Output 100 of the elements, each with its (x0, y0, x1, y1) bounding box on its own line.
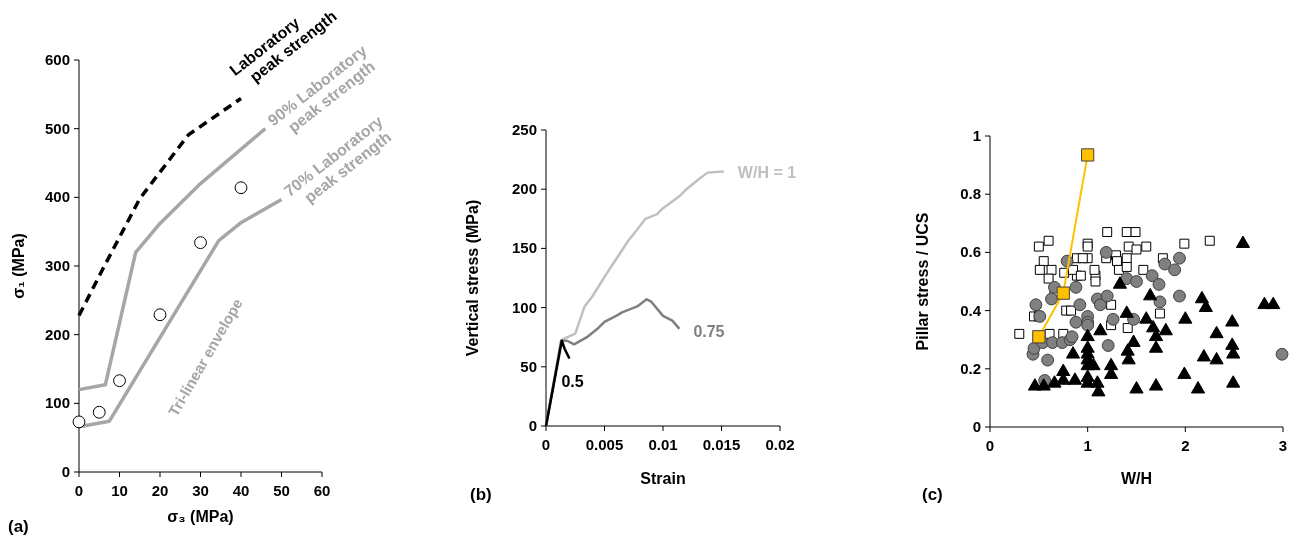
point (1178, 311, 1193, 324)
point (1014, 328, 1025, 339)
point (1077, 253, 1088, 264)
point (1130, 227, 1141, 237)
point (1038, 256, 1049, 267)
point (1204, 235, 1215, 246)
point (1226, 375, 1241, 388)
point (1073, 298, 1087, 312)
point (1138, 264, 1149, 275)
point (1067, 372, 1083, 385)
y-axis-title: Pillar stress / UCS (914, 212, 931, 351)
point (1154, 308, 1165, 319)
point (1173, 289, 1186, 303)
x-tick-label: 0.02 (765, 436, 795, 453)
text: (b) (470, 485, 492, 504)
x-tick-label: 0 (74, 482, 84, 499)
y-tick-label: 0 (528, 417, 537, 434)
series-label: W/H = 1 (737, 164, 797, 182)
point (234, 181, 248, 195)
point (1131, 244, 1142, 255)
point (1033, 241, 1044, 252)
point (1081, 148, 1095, 162)
y-tick-label: 200 (44, 325, 70, 343)
point (194, 236, 207, 250)
point (1168, 263, 1182, 277)
point (1100, 289, 1114, 303)
point (1148, 340, 1164, 353)
y-tick-label: 100 (44, 394, 70, 412)
point (1266, 296, 1281, 310)
y-tick-label: 600 (44, 51, 70, 68)
point (1101, 339, 1115, 352)
point (1209, 325, 1224, 339)
point (1126, 334, 1141, 347)
x-axis-title: σ₃ (MPa) (167, 508, 234, 525)
point (1275, 347, 1289, 361)
point (1066, 305, 1077, 316)
y-tick-label: 100 (511, 298, 537, 316)
point (1093, 298, 1107, 312)
point (1089, 264, 1100, 275)
point (1043, 235, 1054, 246)
point (92, 405, 106, 419)
point (1148, 378, 1164, 391)
point (1141, 241, 1152, 252)
y-tick-label: 300 (44, 257, 70, 274)
point (1143, 287, 1158, 301)
point (1046, 264, 1057, 275)
point (1056, 286, 1070, 300)
x-axis-title: Strain (640, 470, 686, 487)
point (1158, 322, 1173, 336)
x-tick-label: 0.005 (585, 436, 624, 453)
point (1075, 270, 1086, 281)
point (1065, 346, 1081, 359)
x-tick-label: 0.01 (648, 436, 678, 453)
point (1036, 378, 1051, 391)
x-tick-label: 40 (232, 482, 250, 499)
point (1034, 264, 1045, 275)
point (1106, 312, 1120, 326)
point (1111, 256, 1122, 267)
point (1122, 323, 1133, 334)
y-tick-label: 0.2 (960, 359, 981, 377)
x-tick-label: 50 (273, 482, 290, 499)
y-tick-label: 50 (520, 357, 537, 375)
y-tick-label: 0 (972, 418, 981, 435)
point (1093, 322, 1108, 336)
point (1190, 381, 1206, 394)
x-tick-label: 0.015 (702, 436, 741, 453)
x-tick-label: 0 (985, 437, 995, 454)
point (1177, 366, 1192, 379)
point (72, 415, 86, 429)
point (1119, 305, 1134, 318)
x-tick-label: 10 (111, 482, 128, 499)
point (1046, 336, 1059, 350)
point (153, 308, 167, 322)
y-tick-label: 0 (61, 463, 70, 480)
point (1158, 257, 1172, 271)
text: (a) (8, 517, 29, 536)
point (1043, 273, 1054, 284)
y-tick-label: 250 (511, 121, 537, 138)
point (1209, 351, 1224, 365)
point (113, 374, 126, 388)
text: (c) (922, 485, 943, 504)
point (1112, 276, 1127, 289)
y-tick-label: 0.8 (960, 185, 981, 203)
point (1130, 275, 1143, 288)
point (1129, 381, 1144, 394)
x-axis-title: W/H (1120, 470, 1153, 487)
point (1139, 311, 1154, 324)
point (1069, 280, 1083, 294)
point (1032, 330, 1046, 344)
point (1029, 298, 1043, 312)
x-tick-label: 60 (313, 482, 331, 499)
y-axis-title: Vertical stress (MPa) (464, 199, 481, 357)
y-tick-label: 0.4 (960, 301, 982, 319)
point (1045, 292, 1058, 306)
x-tick-label: 3 (1278, 437, 1288, 454)
point (1099, 245, 1113, 259)
point (1086, 357, 1101, 371)
x-tick-label: 30 (192, 482, 209, 499)
point (1121, 261, 1132, 272)
x-tick-label: 0 (541, 436, 551, 453)
